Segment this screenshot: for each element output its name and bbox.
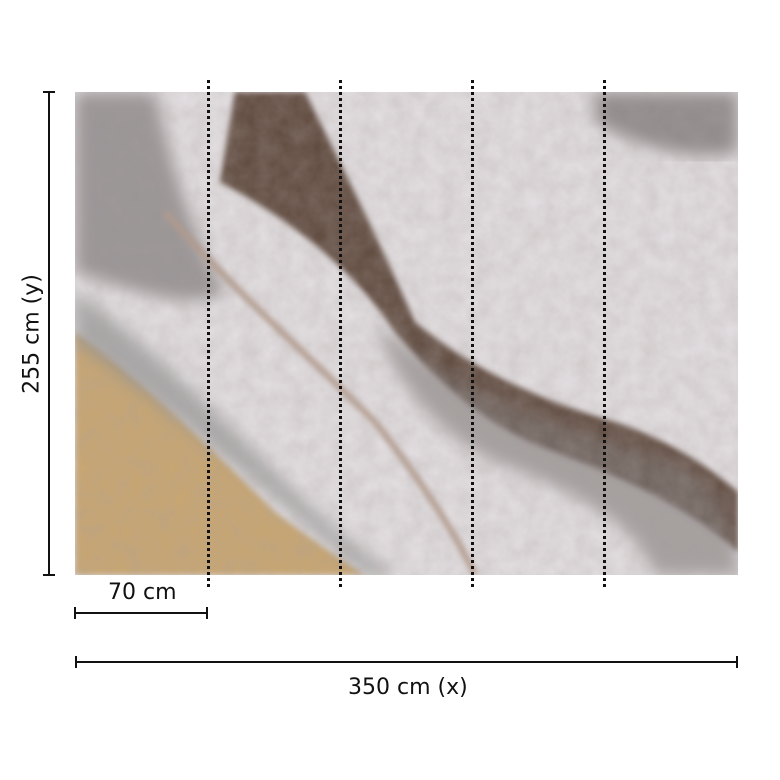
panel-divider-3	[471, 80, 474, 587]
width-cap-left	[75, 656, 77, 668]
wallpaper-marble-image	[75, 92, 738, 575]
height-label: 255 cm (y)	[19, 274, 45, 394]
height-dimension-cap-top	[43, 91, 55, 93]
width-dimension-line	[75, 661, 738, 663]
panel-width-cap-left	[74, 607, 76, 619]
panel-divider-1	[207, 80, 210, 587]
width-cap-right	[736, 656, 738, 668]
height-dimension-line	[48, 92, 50, 576]
panel-divider-4	[603, 80, 606, 587]
panel-width-label: 70 cm	[108, 580, 177, 605]
panel-width-cap-right	[206, 607, 208, 619]
width-label: 350 cm (x)	[348, 675, 468, 700]
panel-width-dimension-line	[74, 612, 208, 614]
height-dimension-cap-bottom	[43, 574, 55, 576]
panel-divider-2	[339, 80, 342, 587]
